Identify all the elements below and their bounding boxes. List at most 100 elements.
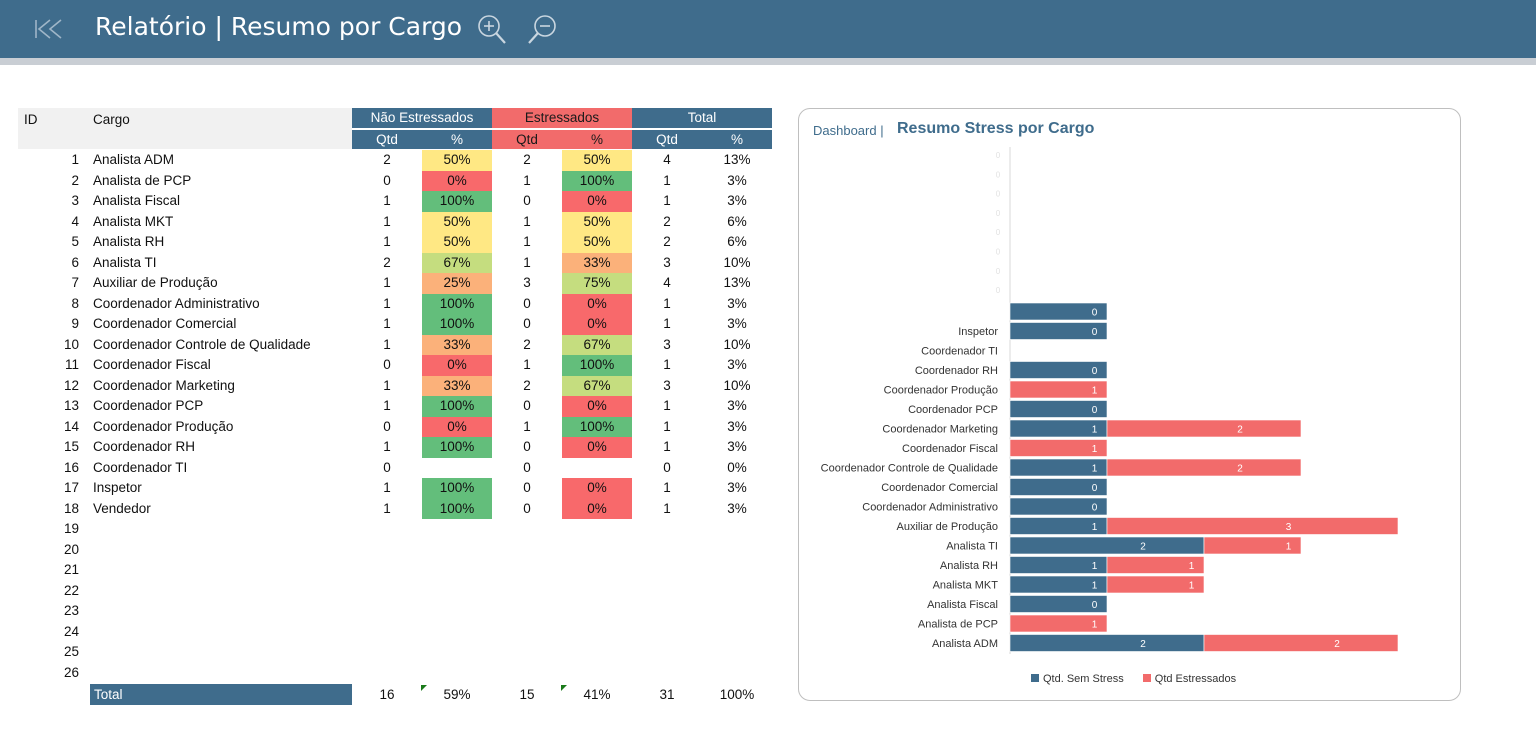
- row-total-qtd: 1: [663, 295, 671, 311]
- row-nao-qtd: 1: [383, 193, 391, 208]
- row-cargo: Inspetor: [93, 480, 142, 495]
- row-cargo: [93, 663, 353, 684]
- empty-bar-label: 0: [996, 286, 1001, 295]
- col-cargo-header: Cargo: [93, 112, 130, 127]
- row-nao-qtd: [352, 601, 422, 622]
- bar-label: 2: [1237, 425, 1243, 436]
- row-nao-qtd: [352, 560, 422, 581]
- row-nao-qtd: 1: [383, 439, 391, 454]
- row-total-qtd: [632, 601, 702, 622]
- row-cargo: [93, 601, 353, 622]
- bar-sem-stress: [1009, 322, 1108, 340]
- row-est-qtd: 2: [523, 152, 531, 167]
- group-total: Total: [632, 108, 772, 128]
- row-nao-pct: 33%: [422, 334, 492, 355]
- cell-note-marker: [421, 685, 427, 691]
- row-total-qtd: 1: [663, 439, 671, 454]
- row-total-pct: 6%: [727, 234, 747, 249]
- row-est-pct: 0%: [562, 478, 632, 499]
- legend-swatch: [1142, 674, 1151, 682]
- total-label: Total: [90, 684, 352, 705]
- bar-estressados: [1106, 556, 1205, 574]
- row-est-qtd: 1: [523, 172, 531, 188]
- category-label: Coordenador Administrativo: [862, 502, 998, 514]
- row-id: 20: [63, 541, 79, 557]
- row-id: 6: [71, 254, 79, 270]
- row-total-pct: [702, 663, 772, 684]
- row-nao-pct: 50%: [422, 211, 492, 232]
- row-est-qtd: [492, 622, 562, 643]
- row-nao-qtd: 1: [383, 316, 391, 331]
- row-cargo: Analista RH: [93, 234, 165, 249]
- row-est-qtd: [492, 663, 562, 684]
- row-total-qtd: [632, 581, 702, 602]
- category-label: Coordenador Fiscal: [902, 443, 998, 455]
- bar-label: 0: [1092, 503, 1098, 514]
- row-total-qtd: [632, 540, 702, 561]
- row-nao-pct: [422, 601, 492, 622]
- row-cargo: Coordenador Administrativo: [93, 295, 260, 311]
- row-est-qtd: 1: [523, 254, 531, 270]
- bar-label: 2: [1334, 639, 1340, 650]
- row-total-qtd: 1: [663, 193, 671, 208]
- row-est-pct: [562, 642, 632, 663]
- row-id: 13: [63, 398, 79, 413]
- title-bar: [0, 0, 1536, 58]
- page-title: Relatório | Resumo por Cargo: [95, 12, 463, 41]
- row-cargo: [93, 642, 353, 663]
- bar-sem-stress: [1009, 400, 1108, 418]
- row-est-qtd: 0: [523, 439, 531, 454]
- row-nao-qtd: [352, 663, 422, 684]
- legend-item: Qtd. Sem Stress: [1031, 673, 1124, 685]
- row-nao-pct: 50%: [422, 232, 492, 253]
- row-total-qtd: 0: [663, 459, 671, 475]
- row-total-qtd: 2: [663, 213, 671, 229]
- row-id: 9: [71, 316, 79, 331]
- row-total-pct: 3%: [727, 418, 747, 434]
- row-nao-qtd: 1: [383, 213, 391, 229]
- group-nao-estressados: Não Estressados: [352, 108, 492, 128]
- row-nao-qtd: 0: [383, 172, 391, 188]
- row-id: 26: [63, 664, 79, 680]
- row-cargo: Auxiliar de Produção: [93, 275, 218, 290]
- row-total-pct: [702, 622, 772, 643]
- cell-note-marker: [561, 685, 567, 691]
- row-cargo: Coordenador Comercial: [93, 316, 237, 331]
- bar-label: 1: [1092, 444, 1098, 455]
- row-est-pct: 100%: [562, 355, 632, 376]
- row-nao-qtd: 1: [383, 295, 391, 311]
- row-id: 17: [63, 480, 79, 495]
- row-nao-qtd: [352, 622, 422, 643]
- row-total-qtd: [632, 560, 702, 581]
- row-est-pct: [562, 519, 632, 540]
- row-total-pct: 3%: [727, 295, 747, 311]
- row-nao-pct: 25%: [422, 273, 492, 294]
- row-est-pct: 0%: [562, 396, 632, 417]
- zoom-in-icon[interactable]: [474, 12, 512, 48]
- rewind-icon[interactable]: [30, 14, 68, 44]
- chart-title: Resumo Stress por Cargo: [897, 120, 1095, 137]
- row-est-pct: 33%: [562, 252, 632, 273]
- sub-qtd-header: Qtd: [632, 130, 702, 149]
- row-id: 21: [63, 562, 79, 577]
- empty-bar-label: 0: [996, 248, 1001, 257]
- row-cargo: Coordenador Fiscal: [93, 357, 211, 372]
- row-est-qtd: 1: [523, 234, 531, 249]
- zoom-out-icon[interactable]: [524, 12, 562, 48]
- row-est-qtd: 0: [523, 193, 531, 208]
- bar-estressados: [1106, 458, 1302, 477]
- row-est-pct: 75%: [562, 273, 632, 294]
- row-est-qtd: 3: [523, 275, 531, 290]
- row-id: 12: [63, 377, 79, 393]
- row-est-pct: 100%: [562, 416, 632, 437]
- row-nao-qtd: [352, 519, 422, 540]
- bar-label: 1: [1092, 425, 1098, 436]
- row-nao-pct: [422, 540, 492, 561]
- row-total-qtd: [632, 642, 702, 663]
- category-label: Analista ADM: [932, 638, 998, 650]
- row-nao-qtd: 0: [383, 357, 391, 372]
- row-id: 19: [63, 521, 79, 536]
- row-total-pct: 3%: [727, 398, 747, 413]
- category-label: Auxiliar de Produção: [896, 521, 998, 533]
- category-label: Analista RH: [940, 560, 998, 572]
